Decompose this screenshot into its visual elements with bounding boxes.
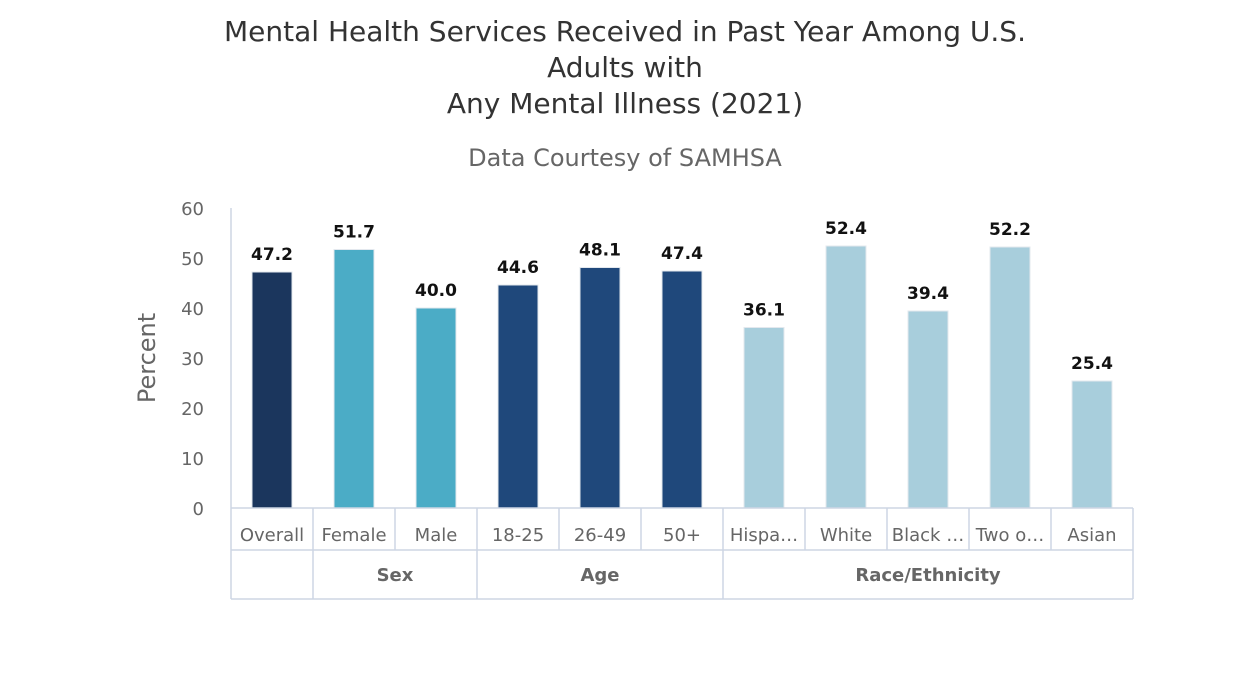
group-label: Age — [580, 565, 619, 586]
y-tick-label: 50 — [181, 249, 204, 270]
chart-subtitle: Data Courtesy of SAMHSA — [468, 144, 782, 172]
x-tick-label: Asian — [1067, 525, 1116, 546]
bar-4 — [579, 267, 621, 509]
data-label: 52.2 — [989, 220, 1031, 240]
bar-8 — [907, 310, 949, 509]
x-tick-label: Male — [415, 525, 458, 546]
x-tick-label: White — [820, 525, 872, 546]
data-label: 52.4 — [825, 219, 867, 239]
bar-10 — [1071, 380, 1113, 509]
x-tick-label: 18-25 — [492, 525, 544, 546]
x-tick-label: 50+ — [663, 525, 701, 546]
data-label: 47.4 — [661, 244, 703, 264]
data-label: 36.1 — [743, 301, 785, 321]
y-tick-label: 60 — [181, 199, 204, 220]
bar-0 — [251, 271, 293, 509]
bar-9 — [989, 246, 1031, 509]
data-label: 39.4 — [907, 284, 949, 304]
group-label: Sex — [377, 565, 414, 586]
x-tick-label: Overall — [240, 525, 304, 546]
x-tick-label: Two o… — [975, 525, 1044, 546]
data-label: 25.4 — [1071, 354, 1113, 374]
y-tick-label: 40 — [181, 299, 204, 320]
data-label: 47.2 — [251, 245, 293, 265]
data-label: 44.6 — [497, 258, 539, 278]
group-label: Race/Ethnicity — [855, 565, 1001, 586]
y-tick-label: 20 — [181, 399, 204, 420]
x-tick-label: 26-49 — [574, 525, 626, 546]
y-axis-label: Percent — [133, 313, 161, 403]
x-tick-label: Black … — [892, 525, 964, 546]
bar-7 — [825, 245, 867, 509]
data-label: 40.0 — [415, 281, 457, 301]
chart-title-line-1: Mental Health Services Received in Past … — [224, 15, 1026, 48]
bar-5 — [661, 270, 703, 509]
y-tick-label: 10 — [181, 449, 204, 470]
bar-2 — [415, 307, 457, 509]
data-label: 51.7 — [333, 223, 375, 243]
chart-title-line-3: Any Mental Illness (2021) — [446, 87, 804, 120]
bar-6 — [743, 327, 785, 509]
data-label: 48.1 — [579, 241, 621, 261]
chart-title-line-2: Adults with — [547, 51, 703, 84]
x-tick-label: Female — [321, 525, 386, 546]
bar-1 — [333, 249, 375, 509]
bar-3 — [497, 284, 539, 509]
x-tick-label: Hispa… — [730, 525, 798, 546]
y-tick-label: 0 — [193, 499, 204, 520]
y-tick-label: 30 — [181, 349, 204, 370]
